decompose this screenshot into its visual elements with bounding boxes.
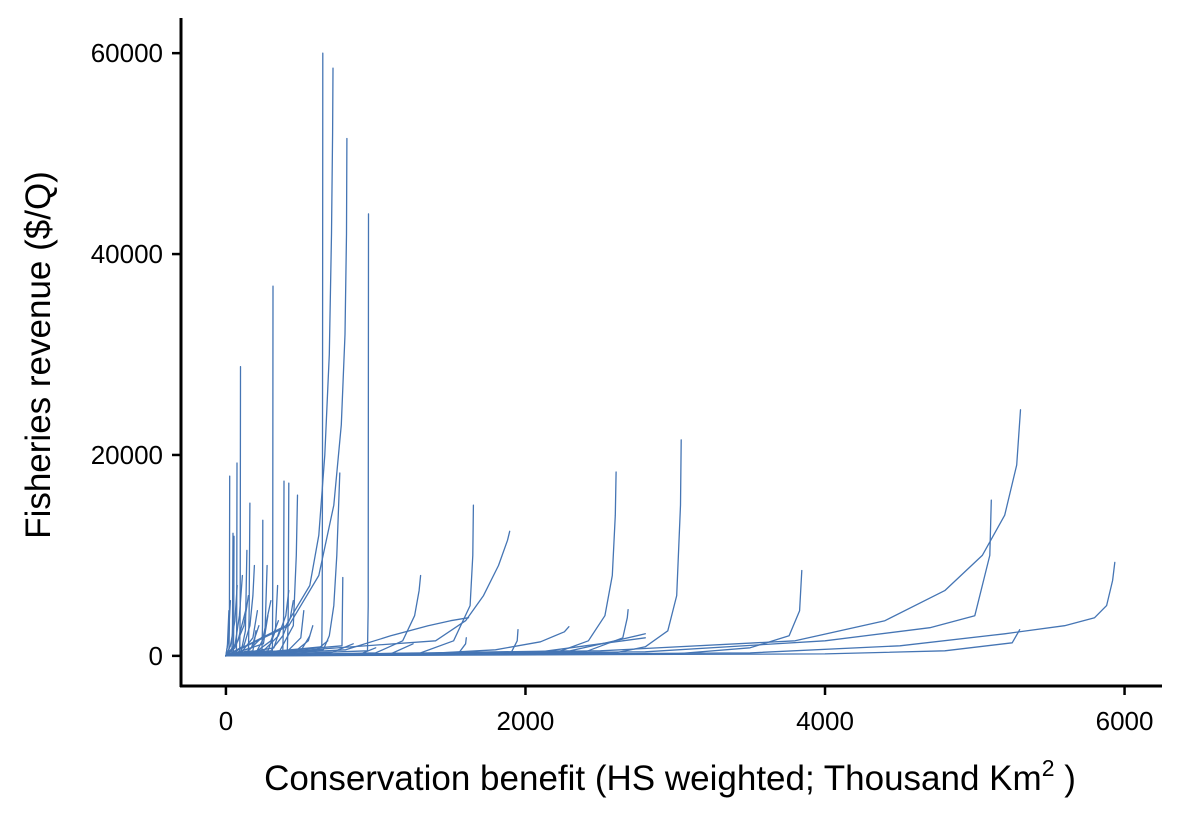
x-axis-title: Conservation benefit (HS weighted; Thous…: [264, 755, 1076, 798]
x-axis-title-suffix: ): [1054, 759, 1075, 798]
series-line-19: [225, 569, 803, 657]
y-tick-label: 60000: [91, 38, 163, 68]
y-tick-label: 20000: [91, 440, 163, 470]
series-line-52: [225, 604, 248, 657]
series-line-7: [225, 472, 341, 657]
series-line-16: [225, 409, 1022, 657]
y-tick-label: 40000: [91, 239, 163, 269]
y-axis-title: Fisheries revenue ($/Q): [19, 171, 58, 539]
x-tick-label: 2000: [497, 706, 555, 736]
series-line-35: [225, 494, 299, 657]
series-line-42: [225, 599, 294, 657]
series-line-3: [225, 137, 348, 657]
x-axis-title-main: Conservation benefit (HS weighted; Thous…: [264, 759, 1042, 798]
series-line-4: [225, 213, 370, 657]
series-line-45: [225, 584, 238, 657]
series-line-14: [225, 617, 470, 657]
x-axis-ticks: 0 2000 4000 6000: [219, 686, 1154, 736]
series-line-58: [225, 640, 329, 657]
series-line-57: [225, 629, 281, 657]
y-axis-ticks: 0 20000 40000 60000: [91, 38, 181, 671]
series-line-9: [225, 439, 682, 657]
x-axis-title-superscript: 2: [1042, 755, 1055, 781]
series-line-39: [225, 564, 256, 657]
series-line-15: [225, 499, 992, 657]
series-line-12: [225, 530, 511, 657]
x-tick-label: 0: [219, 706, 233, 736]
series-layer: [225, 52, 1116, 657]
series-line-2: [225, 67, 334, 657]
series-line-17: [225, 561, 1116, 657]
series-line-60: [225, 647, 377, 657]
x-tick-label: 4000: [796, 706, 854, 736]
y-tick-label: 0: [149, 641, 163, 671]
series-line-55: [225, 610, 230, 657]
x-tick-label: 6000: [1096, 706, 1154, 736]
series-line-54: [225, 615, 269, 657]
